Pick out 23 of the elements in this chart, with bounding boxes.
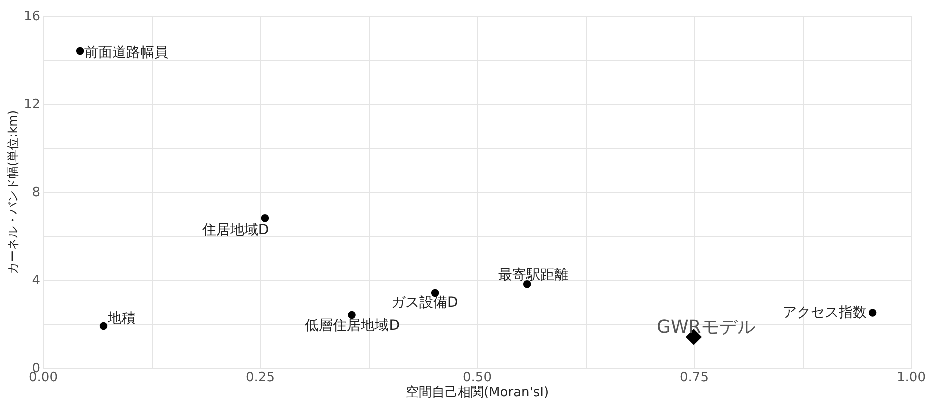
x-tick-label: 1.00: [897, 370, 926, 386]
point: [868, 309, 877, 317]
annotation: 住居地域D: [201, 222, 270, 238]
annotation: 最寄駅距離: [498, 267, 568, 284]
x-tick-label: 0.25: [246, 370, 275, 386]
y-tick-label: 12: [24, 98, 40, 112]
x-axis-title: 空間自己相関(Moran'sI): [406, 386, 550, 398]
x-tick-label: 0.75: [680, 370, 709, 386]
x-tick-label: 0.50: [463, 370, 492, 386]
y-tick-label: 8: [32, 186, 40, 200]
annotation: 地積: [106, 311, 136, 328]
annotation: 前面道路幅員: [84, 45, 168, 62]
annotation: ガス設備D: [392, 295, 458, 312]
annotation: 低層住居地域D: [305, 318, 400, 334]
point: [348, 311, 356, 320]
annotation: GWRモデル: [657, 317, 756, 338]
y-tick-label: 16: [24, 10, 40, 24]
annotation: アクセス指数: [782, 305, 867, 321]
y-tick-label: 4: [32, 274, 40, 288]
point: [261, 214, 270, 222]
y-axis-title: カーネル・バンド幅(単位:km): [6, 110, 20, 275]
point: [100, 322, 108, 330]
point: [76, 47, 84, 56]
